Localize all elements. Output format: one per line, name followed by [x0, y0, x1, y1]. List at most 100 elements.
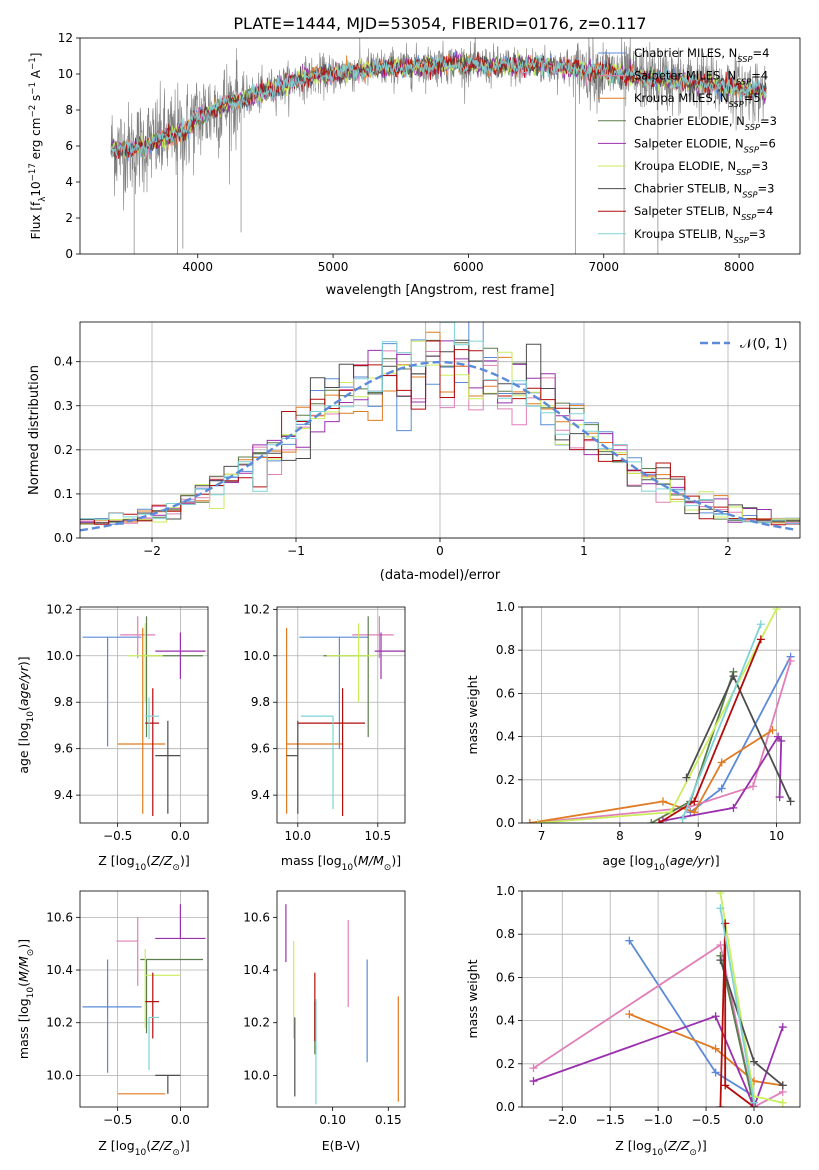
x-tick-label: −0.5: [691, 1113, 720, 1127]
x-axis-label: Z [log10(Z/Z⊙)]: [98, 1138, 189, 1158]
chart-mass_vs_ebv: 0.10 0.15 10.0 10.2 10.4 10.6 E(B-V): [243, 890, 406, 1153]
chart-spectrum: 4000 5000 6000 7000 8000 0 2 4 6 8 10 12 wavelength …: [28, 31, 801, 298]
y-tick-label: 10.2: [243, 1016, 270, 1030]
series-chabrier-miles: [686, 652, 795, 817]
y-tick-label: 0.0: [496, 816, 515, 830]
plot-area: [80, 322, 800, 532]
errorbar-salpeter-stelib: [145, 688, 160, 817]
y-axis-label: Normed distribution: [27, 365, 42, 495]
data-point: [711, 1012, 720, 1021]
x-tick-label: 8: [616, 829, 624, 843]
chart-weight_vs_Z: −2.0 −1.5 −1.0 −0.5 0.0 0.0 0.2 0.4 0.6 0.8 1.0 Z […: [465, 884, 801, 1158]
errorbar-salpeter-stelib: [145, 972, 160, 1039]
y-axis-label: mass [log10(M/M⊙)]: [16, 939, 36, 1059]
data-point: [772, 607, 781, 614]
data-point: [749, 782, 758, 791]
data-point: [711, 1068, 720, 1077]
axes-frame: [79, 37, 801, 255]
errorbar-chabrier-miles: [82, 959, 142, 1073]
errorbar-salpeter-elodie: [155, 904, 206, 940]
x-tick-label: 7000: [588, 260, 619, 274]
x-tick-label: 0.15: [375, 1113, 402, 1127]
data-point: [525, 819, 534, 823]
y-tick-label: 9.4: [251, 788, 270, 802]
chart-mass_vs_Z: −0.5 0.0 10.0 10.2 10.4 10.6 Z [log10(Z/Z⊙)] ma…: [16, 890, 209, 1158]
legend-entry: Chabrier MILES, NSSP=4: [634, 46, 769, 64]
data-point: [774, 732, 783, 741]
x-tick-label: 10.5: [364, 829, 391, 843]
y-tick-label: 0.8: [496, 643, 515, 657]
errorbar-kroupa-stelib: [301, 715, 334, 810]
data-point: [729, 672, 738, 681]
plot-area: [529, 891, 787, 1107]
axes-frame: [521, 890, 801, 1108]
errorbar-kroupa-elodie: [326, 623, 375, 703]
series-kroupa-stelib: [716, 904, 758, 1107]
axes-frame: [276, 606, 406, 824]
y-tick-label: 10.2: [46, 1016, 73, 1030]
data-point: [777, 736, 786, 745]
x-tick-label: −0.5: [103, 829, 132, 843]
y-tick-label: 9.8: [251, 695, 270, 709]
data-point: [625, 1010, 634, 1019]
x-tick-label: −2: [143, 544, 161, 558]
errorbar-kroupa-stelib: [148, 1016, 160, 1071]
data-point: [775, 793, 784, 802]
data-point: [655, 819, 664, 823]
series-kroupa-stelib: [678, 620, 765, 823]
y-tick-label: 1.0: [496, 884, 515, 898]
chart-age_vs_mass: 10.0 10.5 9.4 9.6 9.8 10.0 10.2 mass [log10(M/M…: [243, 602, 406, 873]
plot-area: [110, 38, 767, 254]
errorbar-chabrier-stelib: [155, 1074, 181, 1094]
x-tick-label: 0.10: [319, 1113, 346, 1127]
errorbar-salpeter-elodie: [374, 632, 405, 679]
series-line: [719, 923, 755, 1107]
y-tick-label: 10.0: [46, 649, 73, 663]
y-tick-label: 0.4: [54, 355, 73, 369]
plot-area: [525, 607, 795, 823]
chart-residuals: −2 −1 0 1 2 0.0 0.1 0.2 0.3 0.4 𝒩(0, 1) (data-model…: [27, 321, 801, 583]
y-tick-label: 9.6: [54, 742, 73, 756]
y-tick-label: 10.0: [46, 1068, 73, 1082]
y-tick-label: 0.4: [496, 730, 515, 744]
y-tick-label: 6: [65, 139, 73, 153]
axes-frame: [79, 890, 209, 1108]
y-axis-label: Flux [fλ10−17 erg cm−2 s−1 A−1]: [28, 53, 48, 240]
errorbar-chabrier-miles: [82, 636, 142, 747]
y-tick-label: 0.1: [54, 487, 73, 501]
y-tick-label: 4: [65, 175, 73, 189]
y-tick-label: 9.8: [54, 695, 73, 709]
x-axis-label: E(B-V): [322, 1138, 361, 1153]
x-tick-label: −1.0: [644, 1113, 673, 1127]
series-chabrier-stelib: [682, 672, 795, 806]
errorbar-kroupa-elodie: [127, 623, 163, 703]
data-point: [786, 657, 795, 665]
y-tick-label: 0.2: [54, 443, 73, 457]
data-point: [778, 1081, 787, 1090]
series-salpeter-elodie: [529, 1012, 787, 1107]
errorbar-salpeter-miles: [120, 616, 156, 659]
chart-age_vs_Z: −0.5 0.0 9.4 9.6 9.8 10.0 10.2 Z [log10(Z/Z⊙)] a…: [16, 602, 209, 873]
data-point: [682, 773, 691, 782]
x-tick-label: −1.5: [596, 1113, 625, 1127]
x-tick-label: 9: [694, 829, 702, 843]
y-tick-label: 10.4: [46, 963, 73, 977]
x-axis-label: Z [log10(Z/Z⊙)]: [615, 1138, 706, 1158]
plot-area: [286, 616, 405, 817]
charts-layer: 4000 5000 6000 7000 8000024681012wavelength …: [16, 31, 801, 1158]
data-point: [729, 803, 738, 812]
data-point: [716, 1103, 725, 1107]
series-kroupa-elodie: [533, 607, 781, 823]
y-tick-label: 0: [65, 247, 73, 261]
errorbar-kroupa-miles: [117, 627, 166, 814]
legend-entry: Chabrier STELIB, NSSP=3: [634, 182, 774, 200]
y-tick-label: 10.0: [243, 1068, 270, 1082]
x-tick-label: 1: [580, 544, 588, 558]
x-tick-label: −2.0: [548, 1113, 577, 1127]
y-tick-label: 0.2: [496, 773, 515, 787]
series-salpeter-stelib: [655, 635, 765, 823]
y-tick-label: 0.6: [496, 686, 515, 700]
data-point: [756, 620, 765, 629]
histogram-kroupa-stelib: [80, 322, 800, 525]
